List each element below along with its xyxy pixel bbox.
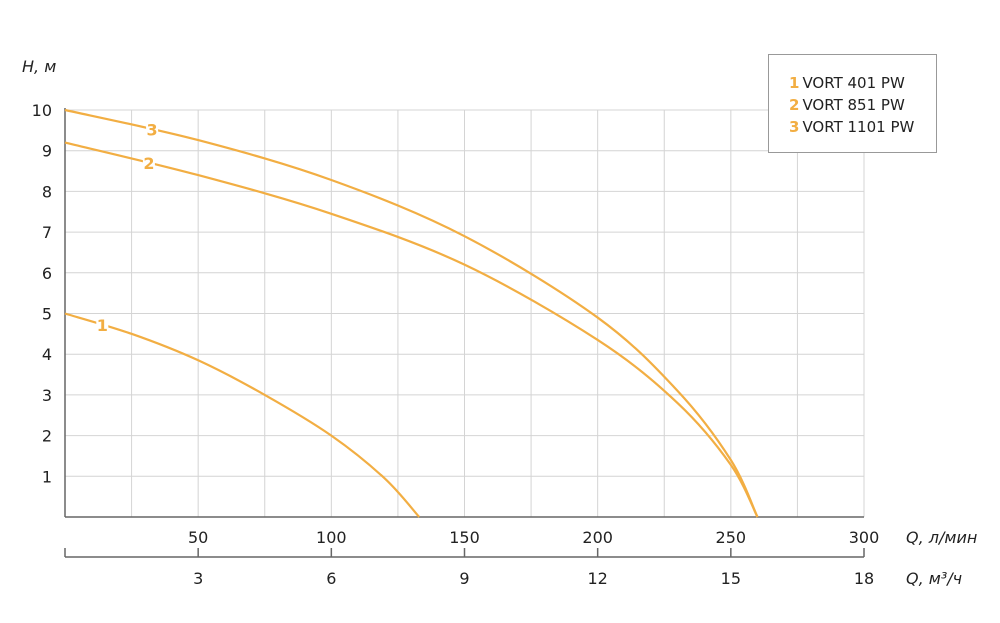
y-tick-label: 2 xyxy=(42,427,52,446)
series-label-1: 1 xyxy=(97,316,108,335)
x2-axis-label: Q, м³/ч xyxy=(906,569,962,588)
y-tick-label: 6 xyxy=(42,264,52,283)
series-line-1 xyxy=(64,312,421,518)
x2-tick-label: 12 xyxy=(587,569,607,588)
series-line-2 xyxy=(64,141,759,518)
series-label-bg xyxy=(142,154,155,173)
legend-num: 2 xyxy=(789,96,800,114)
x-tick-label: 250 xyxy=(716,528,747,547)
y-tick-label: 3 xyxy=(42,386,52,405)
legend-num: 1 xyxy=(789,74,800,92)
legend-item-3: 3 VORT 1101 PW xyxy=(789,116,936,138)
y-tick-label: 5 xyxy=(42,305,52,324)
series-label-2: 2 xyxy=(143,154,154,173)
x2-tick-label: 18 xyxy=(854,569,874,588)
legend-item-1: 1 VORT 401 PW xyxy=(789,72,936,94)
y-tick-label: 1 xyxy=(42,467,52,486)
x-tick-label: 150 xyxy=(449,528,480,547)
series-label-bg xyxy=(96,315,109,334)
x2-tick-label: 3 xyxy=(193,569,203,588)
x-tick-label: 200 xyxy=(582,528,613,547)
legend-item-2: 2 VORT 851 PW xyxy=(789,94,936,116)
x-tick-label: 50 xyxy=(188,528,208,547)
y-tick-label: 8 xyxy=(42,182,52,201)
y-axis-label: H, м xyxy=(22,57,56,76)
x-tick-label: 300 xyxy=(849,528,880,547)
y-tick-label: 10 xyxy=(32,101,52,120)
legend-label: VORT 851 PW xyxy=(802,96,905,114)
legend: 1 VORT 401 PW 2 VORT 851 PW 3 VORT 1101 PW xyxy=(768,54,937,153)
series-line-3 xyxy=(64,108,759,518)
x2-tick-label: 15 xyxy=(721,569,741,588)
y-tick-label: 7 xyxy=(42,223,52,242)
x-axis-label: Q, л/мин xyxy=(906,528,977,547)
y-tick-label: 9 xyxy=(42,142,52,161)
legend-num: 3 xyxy=(789,118,800,136)
x2-tick-label: 9 xyxy=(459,569,469,588)
series-label-3: 3 xyxy=(147,121,158,140)
x2-tick-label: 6 xyxy=(326,569,336,588)
x-tick-label: 100 xyxy=(316,528,347,547)
y-tick-label: 4 xyxy=(42,345,52,364)
series-label-bg xyxy=(146,120,159,139)
legend-label: VORT 1101 PW xyxy=(802,118,915,136)
legend-label: VORT 401 PW xyxy=(802,74,905,92)
